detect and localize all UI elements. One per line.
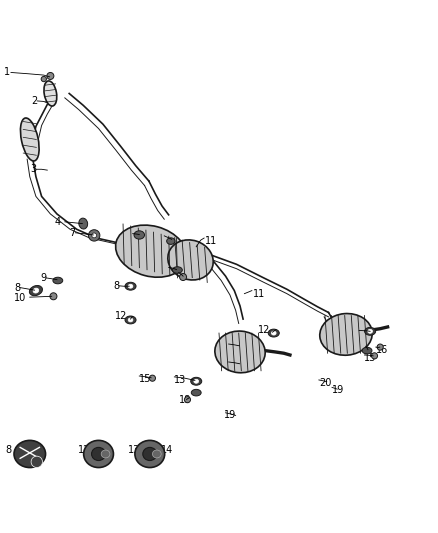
Circle shape xyxy=(149,375,155,381)
Text: 8: 8 xyxy=(113,281,119,291)
Circle shape xyxy=(184,397,191,403)
Ellipse shape xyxy=(191,390,201,396)
Circle shape xyxy=(47,72,54,79)
Text: 14: 14 xyxy=(161,446,173,456)
Ellipse shape xyxy=(320,313,372,355)
Text: 2: 2 xyxy=(32,96,38,106)
Circle shape xyxy=(371,353,378,359)
Text: 16: 16 xyxy=(376,345,388,355)
Ellipse shape xyxy=(88,230,100,241)
Ellipse shape xyxy=(268,329,279,337)
Text: 3: 3 xyxy=(31,164,37,174)
Ellipse shape xyxy=(168,240,213,280)
Ellipse shape xyxy=(215,331,265,373)
Text: 9: 9 xyxy=(40,273,46,283)
Ellipse shape xyxy=(44,81,57,106)
Text: 6: 6 xyxy=(166,234,172,244)
Text: 15: 15 xyxy=(139,374,152,384)
Circle shape xyxy=(50,293,57,300)
Ellipse shape xyxy=(272,331,276,335)
Text: 12: 12 xyxy=(78,446,90,456)
Circle shape xyxy=(180,273,187,280)
Text: 8: 8 xyxy=(5,446,11,456)
Ellipse shape xyxy=(166,238,175,245)
Ellipse shape xyxy=(116,225,187,277)
Text: 19: 19 xyxy=(332,385,344,395)
Text: 11: 11 xyxy=(205,236,217,246)
Text: 13: 13 xyxy=(174,375,187,384)
Ellipse shape xyxy=(135,440,165,467)
Text: 13: 13 xyxy=(360,328,372,338)
Text: 9: 9 xyxy=(163,262,169,272)
Text: 7: 7 xyxy=(69,228,75,238)
Ellipse shape xyxy=(191,377,202,385)
Text: 10: 10 xyxy=(14,293,26,303)
Text: 17: 17 xyxy=(229,342,241,352)
Text: 20: 20 xyxy=(319,377,331,387)
Text: 5: 5 xyxy=(126,229,132,239)
Text: 20: 20 xyxy=(229,360,241,369)
Circle shape xyxy=(41,76,46,82)
Text: 18: 18 xyxy=(179,395,191,405)
Ellipse shape xyxy=(362,348,372,354)
Ellipse shape xyxy=(92,233,96,238)
Ellipse shape xyxy=(368,329,372,333)
Ellipse shape xyxy=(21,118,39,161)
Text: 10: 10 xyxy=(179,271,191,281)
Ellipse shape xyxy=(134,231,145,239)
Text: 1: 1 xyxy=(4,68,11,77)
Circle shape xyxy=(31,456,42,467)
Text: 12: 12 xyxy=(115,311,127,321)
Ellipse shape xyxy=(128,318,133,322)
Ellipse shape xyxy=(33,288,39,293)
Text: 12: 12 xyxy=(258,325,270,335)
Ellipse shape xyxy=(92,447,106,461)
Text: 9: 9 xyxy=(360,341,366,351)
Text: 11: 11 xyxy=(253,289,265,298)
Ellipse shape xyxy=(364,327,376,335)
Text: 8: 8 xyxy=(14,282,20,293)
Ellipse shape xyxy=(125,282,136,290)
Ellipse shape xyxy=(29,286,42,296)
Ellipse shape xyxy=(125,316,136,324)
Circle shape xyxy=(377,344,383,350)
Ellipse shape xyxy=(79,218,88,229)
Ellipse shape xyxy=(101,450,110,458)
Ellipse shape xyxy=(84,440,113,467)
Ellipse shape xyxy=(53,277,63,284)
Ellipse shape xyxy=(173,266,182,273)
Ellipse shape xyxy=(14,440,46,467)
Ellipse shape xyxy=(152,450,161,458)
Ellipse shape xyxy=(143,447,157,461)
Text: 4: 4 xyxy=(55,217,61,227)
Ellipse shape xyxy=(194,379,198,383)
Text: 13: 13 xyxy=(128,446,140,456)
Text: 19: 19 xyxy=(224,410,237,421)
Text: 15: 15 xyxy=(364,353,377,362)
Ellipse shape xyxy=(128,284,133,288)
